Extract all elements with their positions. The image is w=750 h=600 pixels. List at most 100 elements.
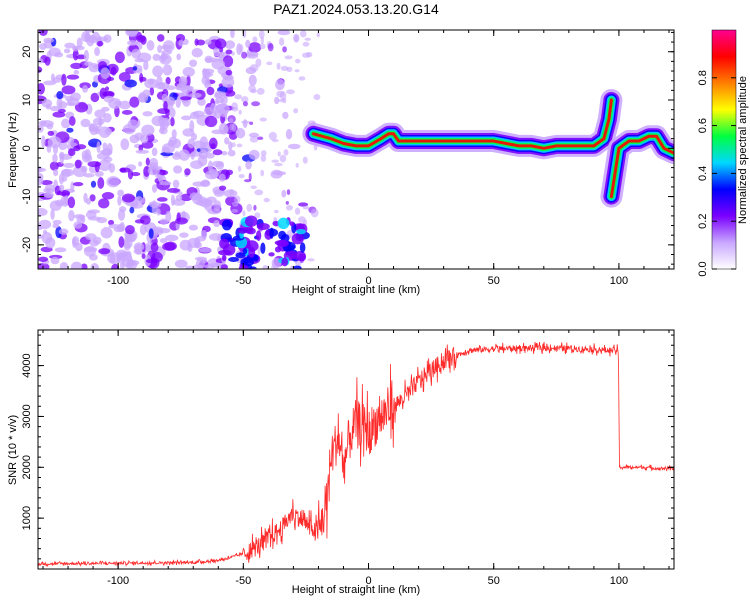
- spectrogram-noise-blob: [141, 253, 146, 259]
- spectrogram-noise-blob: [70, 261, 83, 269]
- spectrogram-noise-blob: [210, 102, 216, 109]
- spectrogram-noise-blob: [61, 85, 76, 95]
- spectrogram-noise-blob: [302, 41, 310, 47]
- spectrogram-noise-blob: [117, 209, 126, 221]
- spectrogram-noise-blob: [140, 134, 149, 144]
- spectrogram-noise-blob: [278, 37, 285, 46]
- spectrogram-noise-blob: [49, 105, 60, 112]
- spectrogram-noise-blob: [136, 68, 143, 74]
- spectrogram-noise-blob: [89, 239, 100, 247]
- spectrogram-y-tick-label: 20: [21, 46, 33, 58]
- spectrogram-noise-blob: [96, 216, 108, 224]
- spectrogram-noise-blob: [90, 92, 100, 103]
- spectrogram-noise-blob: [192, 140, 206, 149]
- spectrogram-noise-blob: [96, 40, 104, 47]
- spectrogram-noise-blob: [38, 208, 48, 217]
- spectrogram-noise-blob: [305, 51, 313, 58]
- spectrogram-cluster-blob: [292, 265, 302, 269]
- spectrogram-noise-blob: [100, 67, 110, 79]
- spectrogram-noise-blob: [213, 200, 222, 212]
- spectrogram-noise-blob: [307, 258, 315, 262]
- spectrogram-noise-blob: [272, 171, 287, 176]
- spectrogram-noise-blob: [129, 96, 140, 108]
- spectrogram-noise-blob: [118, 236, 125, 248]
- spectrogram-cluster-blob: [299, 242, 306, 253]
- spectrogram-noise-blob: [275, 78, 285, 91]
- spectrogram-y-tick-label: 0: [21, 145, 33, 151]
- spectrogram-noise-blob: [212, 149, 223, 156]
- spectrogram-noise-blob: [165, 234, 179, 242]
- spectrogram-ridge: [311, 98, 613, 150]
- snr-x-tick-label: 100: [610, 575, 628, 587]
- spectrogram-noise-blob: [61, 73, 67, 86]
- spectrogram-noise-blob: [286, 189, 291, 196]
- spectrogram-noise-blob: [259, 43, 266, 50]
- spectrogram-noise-blob: [52, 77, 62, 83]
- spectrogram-noise-blob: [47, 136, 62, 149]
- spectrogram-noise-blob: [96, 141, 101, 153]
- spectrogram-noise-blob: [189, 59, 198, 67]
- colorbar: 0.0 0.2 0.4 0.6 0.8 Normalized spectral ampl…: [697, 29, 749, 277]
- spectrogram-noise-blob: [152, 65, 164, 78]
- snr-y-tick-label: 4000: [21, 353, 33, 377]
- colorbar-tick-label: 0.4: [697, 166, 709, 181]
- snr-x-axis-label: Height of straight line (km): [292, 584, 420, 596]
- spectrogram-noise-blob: [145, 157, 150, 166]
- spectrogram-noise-blob: [103, 156, 113, 163]
- spectrogram-noise-blob: [266, 61, 273, 66]
- spectrogram-noise-blob: [185, 85, 194, 91]
- spectrogram-noise-blob: [38, 167, 47, 173]
- spectrogram-noise-blob: [56, 189, 70, 196]
- spectrogram-noise-blob: [276, 62, 281, 70]
- spectrogram-noise-blob: [227, 149, 236, 157]
- spectrogram-noise-blob: [271, 159, 280, 163]
- spectrogram-noise-blob: [282, 111, 289, 120]
- spectrogram-noise-blob: [255, 58, 262, 68]
- spectrogram-noise-blob: [234, 94, 243, 100]
- spectrogram-cluster-blob: [298, 253, 306, 262]
- spectrogram-noise-blob: [118, 100, 131, 110]
- spectrogram-noise-blob: [187, 138, 195, 149]
- spectrogram-noise-blob: [151, 147, 158, 157]
- spectrogram-noise-blob: [263, 197, 270, 203]
- spectrogram-noise-blob: [55, 226, 63, 239]
- spectrogram-noise-blob: [147, 78, 155, 85]
- spectrogram-noise-blob: [170, 117, 175, 127]
- spectrogram-noise-blob: [180, 193, 193, 202]
- spectrogram-noise-blob: [38, 175, 44, 186]
- spectrogram-x-tick-label: 50: [488, 275, 500, 287]
- spectrogram-noise-blob: [130, 172, 141, 177]
- spectrogram-noise-blob: [288, 143, 301, 150]
- snr-panel: -100 -50 0 50 100 1000 2000 3000 4000 Height of …: [7, 329, 675, 596]
- spectrogram-noise-blob: [94, 46, 101, 57]
- spectrogram-noise-blob: [98, 248, 111, 255]
- spectrogram-cluster-blob: [244, 240, 259, 252]
- spectrogram-noise-blob: [139, 76, 147, 82]
- spectrogram-noise-blob: [146, 40, 155, 51]
- spectrogram-noise-blob: [277, 151, 281, 157]
- spectrogram-noise-blob: [282, 46, 287, 53]
- spectrogram-noise-blob: [316, 32, 320, 38]
- spectrogram-noise-blob: [94, 109, 106, 119]
- spectrogram-noise-blob: [201, 229, 208, 240]
- spectrogram-noise-blob: [215, 103, 230, 115]
- spectrogram-noise-blob: [178, 39, 184, 47]
- spectrogram-noise-blob: [304, 37, 312, 41]
- spectrogram-noise-blob: [220, 263, 228, 269]
- spectrogram-noise-blob: [74, 159, 82, 169]
- spectrogram-cluster-blob: [221, 219, 232, 231]
- spectrogram-cluster-blob: [291, 233, 304, 245]
- spectrogram-noise-blob: [160, 52, 167, 63]
- spectrogram-noise-blob: [188, 224, 199, 231]
- spectrogram-noise-blob: [54, 247, 67, 253]
- spectrogram-noise-blob: [102, 142, 108, 151]
- spectrogram-noise-blob: [73, 69, 80, 75]
- spectrogram-noise-blob: [89, 194, 96, 202]
- spectrogram-noise-blob: [170, 194, 175, 207]
- spectrogram-y-tick-label: -20: [21, 237, 33, 253]
- spectrogram-noise-blob: [98, 117, 103, 128]
- spectrogram-noise-blob: [156, 208, 161, 216]
- spectrogram-noise-blob: [259, 117, 267, 122]
- spectrogram-noise-blob: [148, 228, 154, 239]
- spectrogram-noise-blob: [52, 143, 59, 155]
